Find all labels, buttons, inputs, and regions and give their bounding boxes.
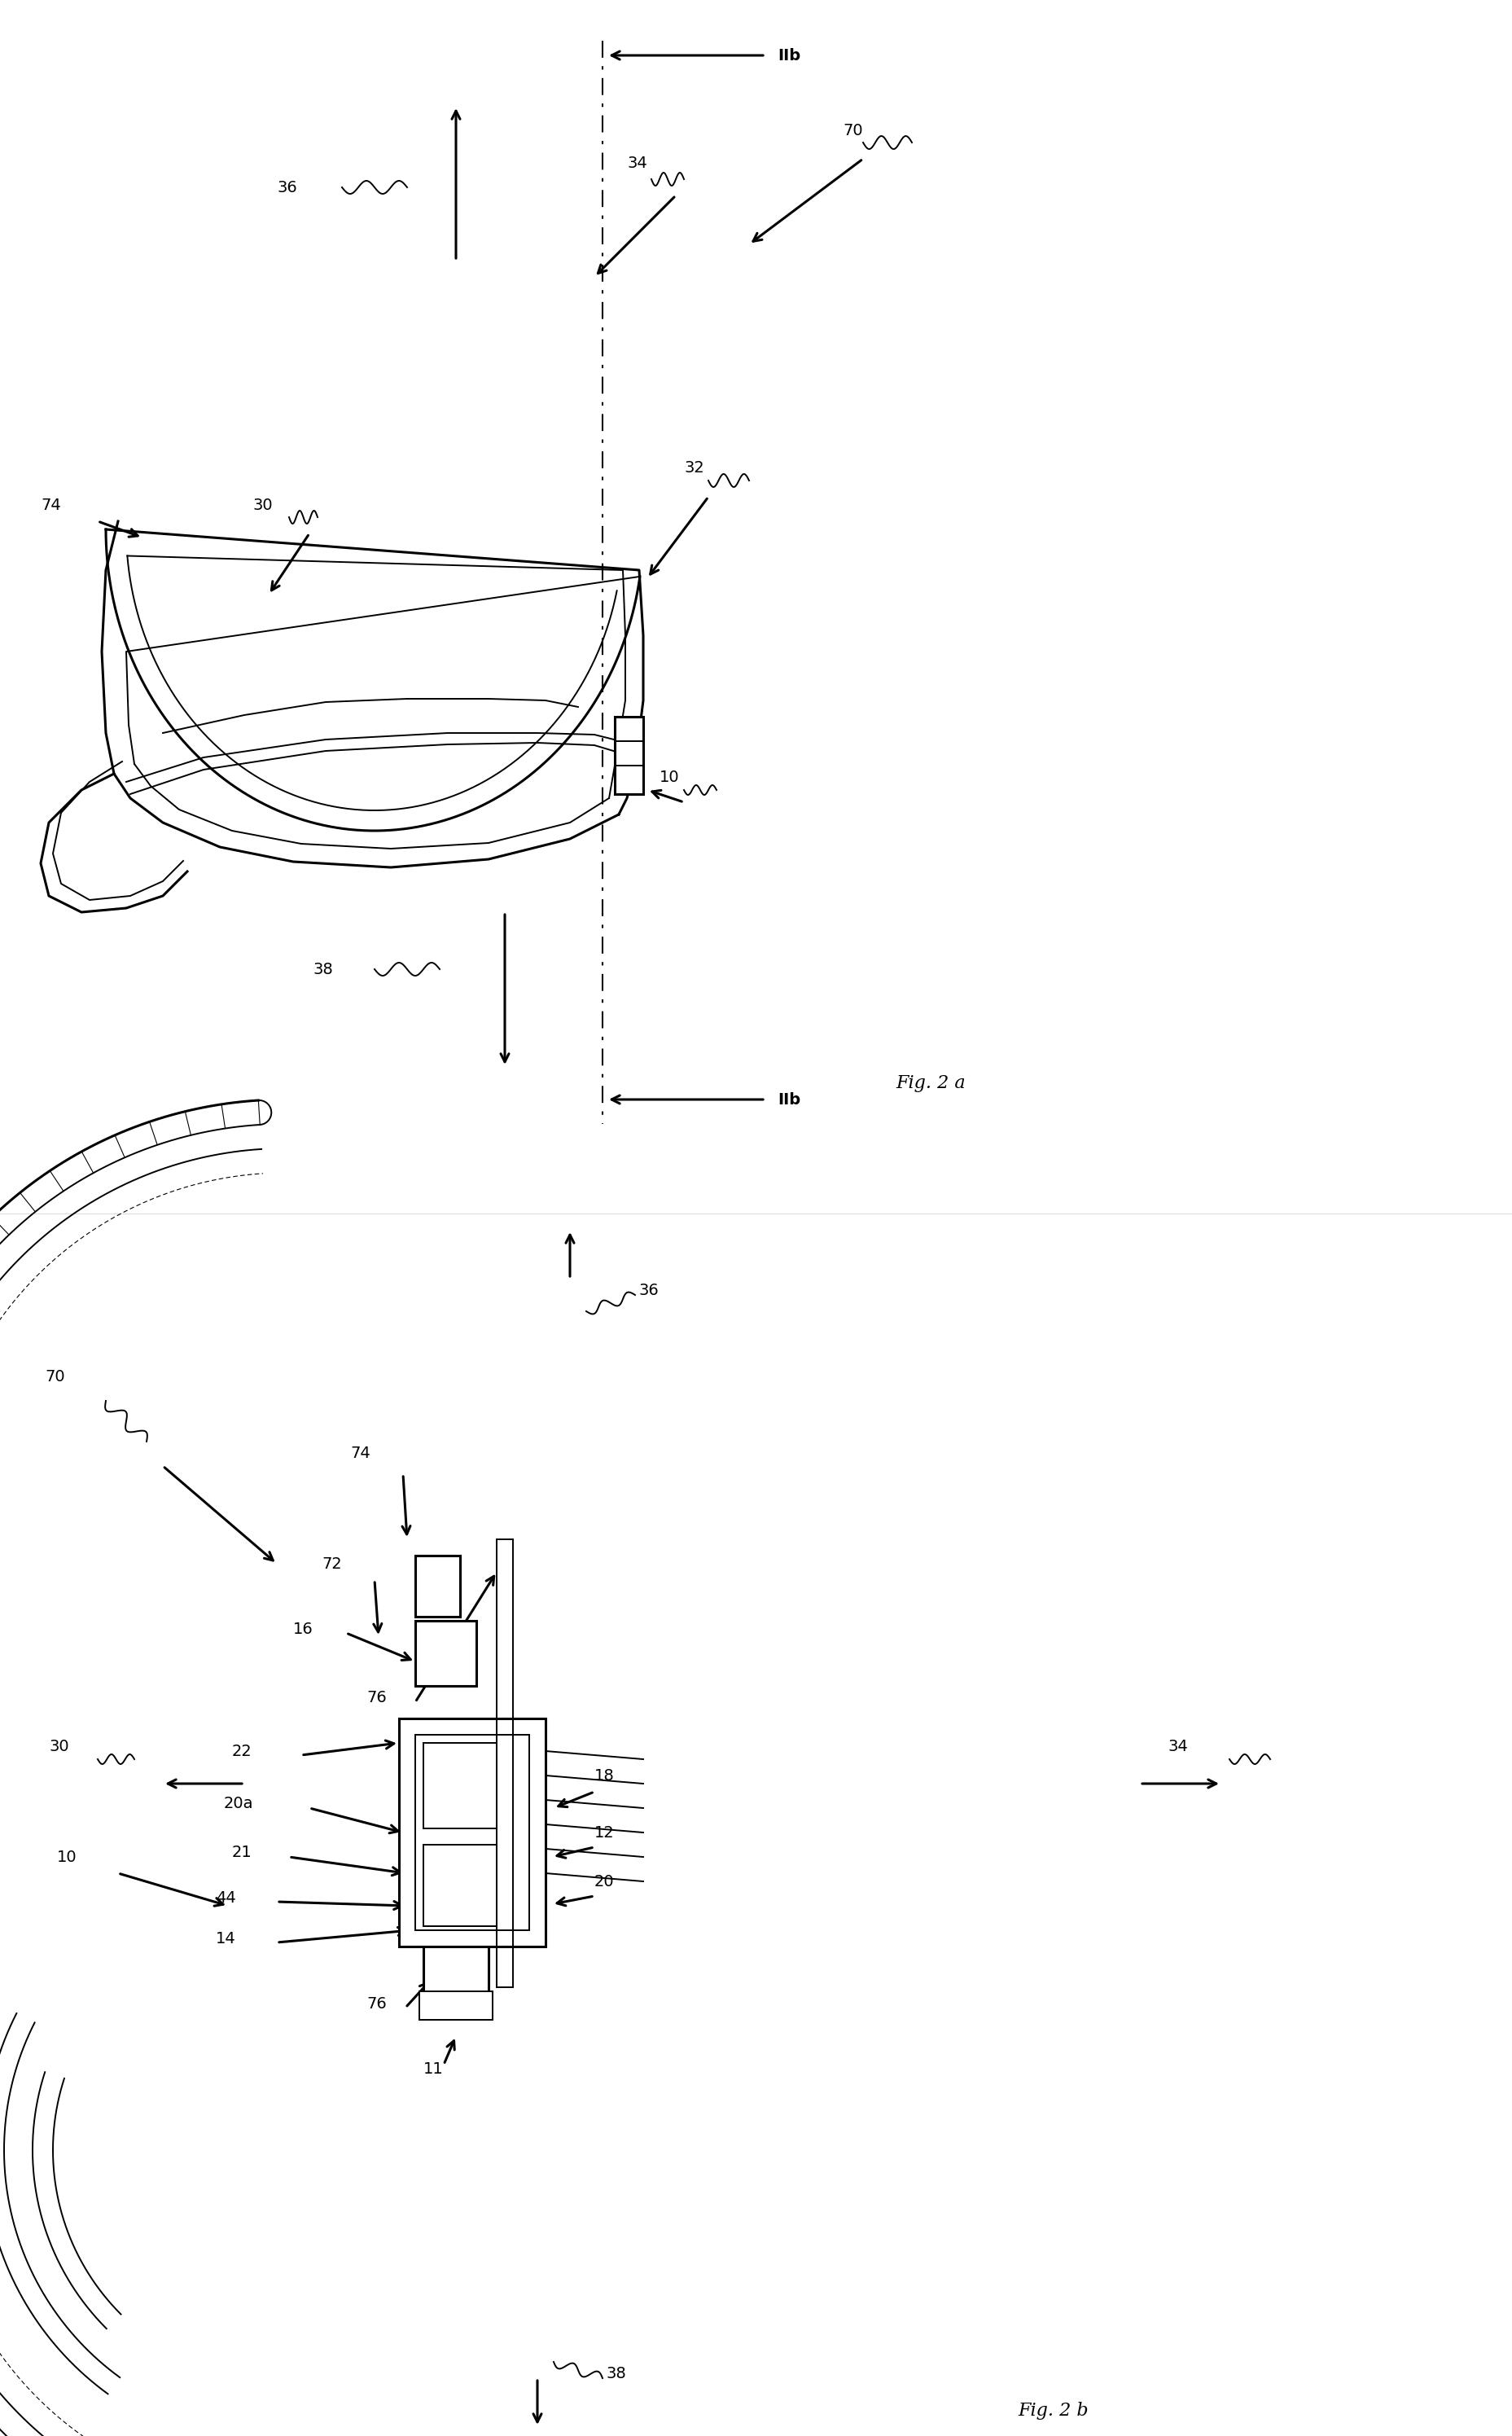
Text: 72: 72 bbox=[322, 1557, 342, 1571]
Text: 11: 11 bbox=[423, 2061, 443, 2075]
Bar bbox=[416, 1620, 476, 1686]
Text: 70: 70 bbox=[842, 122, 863, 139]
Text: Fig. 2 a: Fig. 2 a bbox=[895, 1074, 965, 1091]
Text: 34: 34 bbox=[1169, 1739, 1188, 1754]
Bar bbox=[423, 1946, 488, 1995]
Text: 18: 18 bbox=[594, 1769, 614, 1783]
Text: 16: 16 bbox=[293, 1620, 313, 1637]
Text: Fig. 2 b: Fig. 2 b bbox=[1018, 2402, 1089, 2419]
Text: 20: 20 bbox=[594, 1873, 614, 1888]
Text: 38: 38 bbox=[606, 2365, 627, 2382]
Text: 30: 30 bbox=[253, 497, 272, 512]
Text: 36: 36 bbox=[277, 180, 296, 195]
Text: IIb: IIb bbox=[777, 1091, 800, 1108]
Bar bbox=[416, 1734, 529, 1929]
Text: 10: 10 bbox=[659, 770, 679, 784]
Bar bbox=[399, 1717, 546, 1946]
Text: 22: 22 bbox=[231, 1744, 253, 1759]
Text: 74: 74 bbox=[351, 1447, 370, 1462]
Text: 70: 70 bbox=[45, 1369, 65, 1384]
Text: 30: 30 bbox=[48, 1739, 70, 1754]
Text: 76: 76 bbox=[366, 1995, 387, 2012]
Text: 10: 10 bbox=[57, 1849, 77, 1864]
Text: 44: 44 bbox=[216, 1890, 236, 1905]
Text: 76: 76 bbox=[366, 1691, 387, 1705]
Text: 34: 34 bbox=[627, 156, 647, 171]
Text: 36: 36 bbox=[640, 1284, 659, 1298]
Text: 14: 14 bbox=[216, 1932, 236, 1946]
Bar bbox=[615, 716, 643, 794]
Text: 21: 21 bbox=[231, 1844, 253, 1861]
Text: 32: 32 bbox=[683, 460, 705, 475]
Text: 74: 74 bbox=[41, 497, 60, 512]
Text: 38: 38 bbox=[313, 962, 334, 977]
Text: IIb: IIb bbox=[777, 49, 800, 63]
Bar bbox=[423, 1844, 496, 1927]
Bar bbox=[416, 1557, 460, 1618]
Bar bbox=[419, 1990, 493, 2019]
Bar bbox=[423, 1742, 496, 1829]
Text: 20a: 20a bbox=[224, 1795, 254, 1812]
Text: 12: 12 bbox=[594, 1825, 614, 1839]
